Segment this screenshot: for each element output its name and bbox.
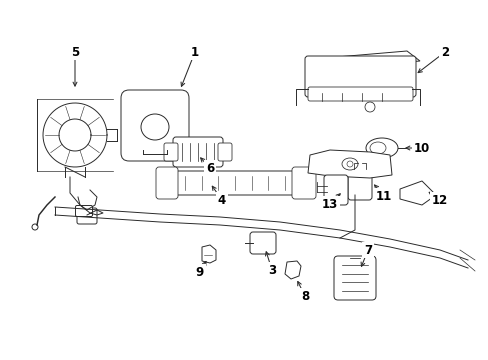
Text: 3: 3 — [267, 264, 276, 276]
Text: 11: 11 — [375, 189, 391, 202]
Polygon shape — [399, 181, 435, 205]
FancyBboxPatch shape — [324, 175, 347, 205]
FancyBboxPatch shape — [121, 90, 189, 161]
FancyBboxPatch shape — [77, 208, 97, 224]
Text: 2: 2 — [440, 45, 448, 58]
FancyBboxPatch shape — [333, 256, 375, 300]
Text: 13: 13 — [321, 198, 337, 211]
FancyBboxPatch shape — [173, 137, 223, 167]
FancyBboxPatch shape — [156, 167, 178, 199]
Text: 5: 5 — [71, 45, 79, 58]
Polygon shape — [202, 245, 216, 263]
FancyBboxPatch shape — [249, 232, 275, 254]
FancyBboxPatch shape — [163, 143, 178, 161]
Text: 9: 9 — [196, 266, 203, 279]
Text: 8: 8 — [300, 289, 308, 302]
Text: 7: 7 — [363, 243, 371, 256]
Text: 1: 1 — [190, 45, 199, 58]
Ellipse shape — [141, 114, 169, 140]
Polygon shape — [307, 150, 391, 178]
FancyBboxPatch shape — [291, 167, 315, 199]
FancyBboxPatch shape — [305, 56, 415, 97]
FancyBboxPatch shape — [307, 87, 412, 101]
FancyBboxPatch shape — [172, 171, 297, 195]
Text: 4: 4 — [218, 194, 225, 207]
FancyBboxPatch shape — [75, 206, 92, 216]
Ellipse shape — [369, 142, 385, 154]
FancyBboxPatch shape — [218, 143, 231, 161]
Text: 12: 12 — [431, 194, 447, 207]
Circle shape — [364, 102, 374, 112]
Polygon shape — [285, 261, 301, 279]
Text: 6: 6 — [205, 162, 214, 175]
Text: 10: 10 — [413, 141, 429, 154]
FancyBboxPatch shape — [347, 166, 371, 200]
Ellipse shape — [341, 158, 357, 170]
Circle shape — [32, 224, 38, 230]
Ellipse shape — [365, 138, 397, 158]
Polygon shape — [312, 51, 419, 69]
Circle shape — [346, 161, 352, 167]
